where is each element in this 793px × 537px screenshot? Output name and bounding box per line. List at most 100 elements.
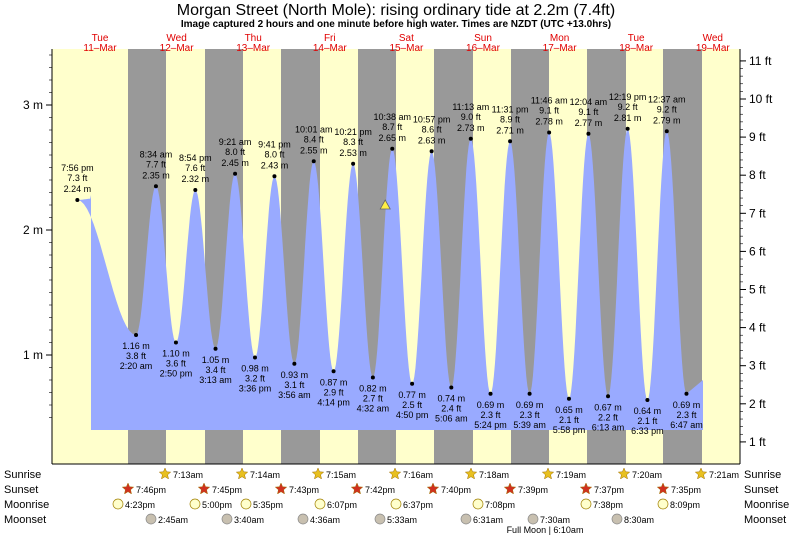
moonset-icon bbox=[374, 513, 386, 525]
moonrise-icon bbox=[112, 498, 124, 510]
tide-m-label: 2.63 m bbox=[418, 135, 446, 145]
tide-area-path bbox=[77, 128, 703, 431]
high-tide-mark: 11:31 pm8.9 ft2.71 m bbox=[492, 104, 528, 144]
right-tick-label: 10 ft bbox=[749, 92, 773, 106]
tide-point bbox=[233, 171, 238, 176]
day-name-label: Sat bbox=[399, 33, 414, 44]
low-tide-mark: 0.93 m3.1 ft3:56 am bbox=[278, 361, 311, 400]
moonset-time: 6:31am bbox=[473, 515, 503, 525]
tide-point bbox=[193, 188, 198, 192]
tide-ft-label: 8.9 ft bbox=[500, 114, 521, 124]
tide-time-label: 4:50 pm bbox=[396, 410, 429, 420]
left-tick-label: 1 m bbox=[23, 348, 43, 362]
tide-m-label: 2.71 m bbox=[496, 125, 524, 135]
tide-m-label: 0.69 m bbox=[477, 400, 505, 410]
day-name-label: Wed bbox=[166, 33, 186, 44]
tide-point bbox=[311, 159, 316, 164]
sunrise-icon bbox=[464, 467, 478, 480]
tide-ft-label: 2.2 ft bbox=[598, 412, 619, 422]
day-name-label: Fri bbox=[324, 33, 336, 44]
tide-point bbox=[527, 391, 532, 396]
sunset-icon bbox=[579, 482, 593, 495]
tide-m-label: 2.73 m bbox=[457, 123, 485, 133]
row-label-right: Sunrise bbox=[744, 469, 781, 481]
tide-ft-label: 8.0 ft bbox=[225, 147, 246, 157]
tide-time-label: 3:36 pm bbox=[239, 384, 272, 394]
day-name-label: Thu bbox=[245, 33, 262, 44]
moonset-time: 4:36am bbox=[310, 515, 340, 525]
tide-time-label: 7:56 pm bbox=[61, 163, 94, 173]
day-name-label: Tue bbox=[92, 33, 109, 44]
moonrise-icon bbox=[189, 498, 201, 510]
high-tide-mark: 11:46 am9.1 ft2.78 m bbox=[531, 96, 568, 135]
sunrise-time: 7:14am bbox=[250, 470, 280, 480]
sunset-time: 7:42pm bbox=[365, 485, 395, 495]
moonset-icon bbox=[460, 513, 472, 525]
sunset-time: 7:35pm bbox=[671, 485, 701, 495]
tide-m-label: 0.64 m bbox=[634, 406, 662, 416]
tide-ft-label: 9.0 ft bbox=[461, 112, 482, 122]
tide-point bbox=[292, 361, 297, 366]
tide-point bbox=[252, 355, 257, 360]
right-tick-label: 6 ft bbox=[749, 244, 766, 258]
tide-time-label: 3:56 am bbox=[278, 390, 311, 400]
tide-m-label: 0.87 m bbox=[320, 377, 348, 387]
tide-time-label: 4:14 pm bbox=[317, 397, 350, 407]
tide-point bbox=[664, 129, 669, 134]
moonrise-time: 6:37pm bbox=[403, 500, 433, 510]
tide-ft-label: 9.2 ft bbox=[657, 104, 678, 114]
moonset-time: 8:30am bbox=[624, 515, 654, 525]
right-tick-label: 3 ft bbox=[749, 359, 766, 373]
moonrise-icon bbox=[240, 498, 252, 510]
tide-point bbox=[331, 369, 336, 374]
tide-m-label: 0.98 m bbox=[241, 364, 269, 374]
right-tick-label: 9 ft bbox=[749, 130, 766, 144]
moonrise-icon bbox=[390, 498, 402, 510]
day-date-label: 12–Mar bbox=[160, 43, 195, 54]
tide-time-label: 10:01 am bbox=[295, 124, 333, 134]
moonset-time: 3:40am bbox=[234, 515, 264, 525]
high-tide-mark: 11:13 am9.0 ft2.73 m bbox=[452, 102, 489, 141]
moonset-time: 5:33am bbox=[387, 515, 417, 525]
row-label-left: Moonset bbox=[4, 514, 46, 526]
tide-time-label: 10:38 am bbox=[373, 112, 411, 122]
axes: 1 m 2 m 3 m 1 ft 2 ft 3 ft 4 ft 5 ft 6 ft 7 ft 8 f… bbox=[23, 33, 773, 465]
tide-m-label: 2.77 m bbox=[575, 118, 603, 128]
sunset-icon bbox=[503, 482, 517, 495]
sunrise-time: 7:19am bbox=[556, 470, 586, 480]
tide-ft-label: 3.8 ft bbox=[126, 351, 147, 361]
tide-point bbox=[429, 149, 434, 154]
tide-time-label: 10:21 pm bbox=[334, 127, 372, 137]
low-tide-mark: 0.67 m2.2 ft6:13 am bbox=[592, 394, 624, 432]
tide-time-label: 9:21 am bbox=[219, 137, 252, 147]
right-tick-label: 4 ft bbox=[749, 321, 766, 335]
tide-ft-label: 8.7 ft bbox=[382, 122, 403, 132]
sunrise-icon bbox=[541, 467, 555, 480]
tide-ft-label: 2.3 ft bbox=[676, 410, 697, 420]
right-tick-label: 11 ft bbox=[749, 54, 772, 68]
tide-point bbox=[390, 146, 395, 151]
tide-ft-label: 2.9 ft bbox=[324, 387, 345, 397]
tide-m-label: 2.78 m bbox=[535, 117, 563, 127]
moonset-time: 7:30am bbox=[540, 515, 570, 525]
right-tick-label: 8 ft bbox=[749, 168, 766, 182]
moonrise-time: 5:00pm bbox=[202, 500, 232, 510]
moonset-icon bbox=[297, 513, 309, 525]
astronomy-rows: Sunrise Sunrise Sunset Sunset Moonrise Moonri… bbox=[4, 467, 789, 535]
tide-ft-label: 9.1 ft bbox=[578, 107, 599, 117]
tide-time-label: 12:19 pm bbox=[609, 92, 647, 102]
tide-m-label: 0.69 m bbox=[673, 400, 701, 410]
tide-m-label: 0.67 m bbox=[594, 402, 622, 412]
high-tide-mark: 7:56 pm7.3 ft2.24 m bbox=[61, 163, 94, 202]
high-tide-mark: 12:04 am9.1 ft2.77 m bbox=[570, 97, 607, 136]
low-tide-mark: 0.69 m2.3 ft5:24 pm bbox=[474, 391, 507, 430]
moonrise-icon bbox=[472, 498, 484, 510]
low-tide-mark: 1.05 m3.4 ft3:13 am bbox=[199, 346, 232, 385]
moonrise-icon bbox=[314, 498, 326, 510]
tide-point bbox=[645, 398, 650, 402]
tide-m-label: 0.77 m bbox=[398, 390, 426, 400]
tide-time-label: 6:33 pm bbox=[631, 426, 664, 436]
tide-ft-label: 3.4 ft bbox=[206, 365, 227, 375]
tide-point bbox=[606, 394, 611, 399]
tide-point bbox=[410, 381, 415, 386]
